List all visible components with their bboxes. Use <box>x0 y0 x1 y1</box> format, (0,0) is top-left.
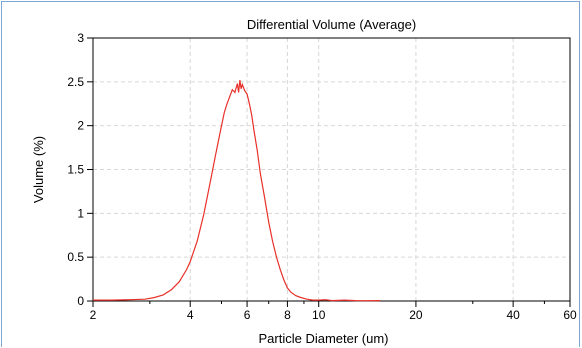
y-tick-label: 0.5 <box>67 250 84 264</box>
axis-ticks: 0 0.5 1 1.5 2 2.5 3 2 4 6 8 10 20 40 60 <box>67 31 577 322</box>
y-tick-label: 3 <box>77 31 84 45</box>
x-tick-label: 4 <box>187 308 194 322</box>
x-tick-label: 60 <box>563 308 577 322</box>
y-axis-label: Volume (%) <box>31 136 46 203</box>
y-tick-label: 0 <box>77 294 84 308</box>
y-tick-label: 1 <box>77 206 84 220</box>
x-tick-label: 40 <box>506 308 520 322</box>
y-tick-label: 1.5 <box>67 163 84 177</box>
y-tick-label: 2 <box>77 119 84 133</box>
chart-title: Differential Volume (Average) <box>247 17 416 32</box>
x-tick-label: 2 <box>90 308 97 322</box>
x-tick-label: 6 <box>244 308 251 322</box>
x-tick-label: 8 <box>284 308 291 322</box>
x-tick-label: 10 <box>312 308 326 322</box>
x-axis-label: Particle Diameter (um) <box>258 331 388 346</box>
grid <box>93 38 570 301</box>
x-tick-label: 20 <box>409 308 423 322</box>
series-line-volume <box>93 80 381 302</box>
y-tick-label: 2.5 <box>67 75 84 89</box>
